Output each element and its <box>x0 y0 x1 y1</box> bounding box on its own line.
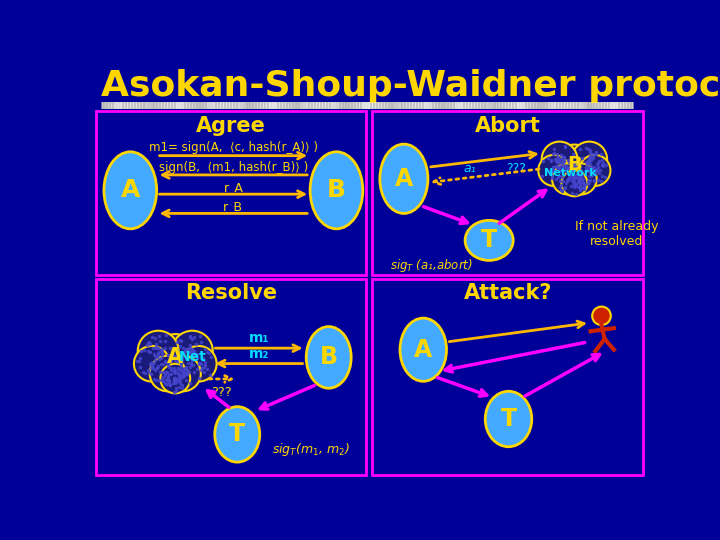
Text: Net: Net <box>179 350 206 365</box>
Text: If not already
resolved: If not already resolved <box>575 220 659 248</box>
Text: ???: ??? <box>212 386 232 399</box>
Text: $\mathit{sig}_T$ (a₁,abort): $\mathit{sig}_T$ (a₁,abort) <box>390 256 473 273</box>
Text: m₁: m₁ <box>248 331 269 345</box>
Text: Network: Network <box>544 167 597 178</box>
Text: A: A <box>167 347 184 367</box>
Circle shape <box>152 334 199 381</box>
Bar <box>96 111 366 275</box>
Text: B: B <box>327 178 346 202</box>
Text: T: T <box>481 228 498 252</box>
Circle shape <box>138 330 179 372</box>
Circle shape <box>552 164 583 194</box>
Text: Resolve: Resolve <box>185 284 277 303</box>
Text: T: T <box>500 407 516 431</box>
Ellipse shape <box>215 407 260 462</box>
Bar <box>372 279 644 475</box>
Circle shape <box>165 356 201 392</box>
Text: Asokan-Shoup-Waidner protocol: Asokan-Shoup-Waidner protocol <box>101 69 720 103</box>
Text: B: B <box>567 156 582 174</box>
Circle shape <box>134 346 170 382</box>
Circle shape <box>161 364 190 394</box>
Text: A: A <box>414 338 433 362</box>
Text: m1= sign(A,  ⟨c, hash(r_A)⟩ ): m1= sign(A, ⟨c, hash(r_A)⟩ ) <box>149 141 318 154</box>
Text: m₂: m₂ <box>249 347 269 361</box>
Text: ???: ??? <box>506 162 526 176</box>
Circle shape <box>554 145 595 185</box>
Bar <box>372 111 644 275</box>
Circle shape <box>565 164 597 194</box>
Text: B: B <box>320 346 338 369</box>
Text: A: A <box>121 178 140 202</box>
Circle shape <box>541 141 577 177</box>
Circle shape <box>172 330 213 372</box>
Ellipse shape <box>310 152 363 229</box>
Ellipse shape <box>400 318 446 381</box>
Circle shape <box>562 171 588 197</box>
Text: Agree: Agree <box>196 117 266 137</box>
Bar <box>96 279 366 475</box>
Text: $\mathit{sig}_T$(m$_1$, m$_2$): $\mathit{sig}_T$(m$_1$, m$_2$) <box>271 441 350 458</box>
Circle shape <box>181 346 217 382</box>
Circle shape <box>579 155 611 186</box>
Circle shape <box>593 307 611 325</box>
Circle shape <box>150 356 186 392</box>
Text: T: T <box>229 422 246 447</box>
Text: Abort: Abort <box>474 117 541 137</box>
Circle shape <box>539 155 570 186</box>
Text: r_B: r_B <box>223 200 243 213</box>
Ellipse shape <box>485 392 532 447</box>
Text: sign(B,  ⟨m1, hash(r_B)⟩ ): sign(B, ⟨m1, hash(r_B)⟩ ) <box>158 161 308 174</box>
Circle shape <box>572 141 607 177</box>
Text: Attack?: Attack? <box>464 284 552 303</box>
Text: a₁: a₁ <box>464 162 476 176</box>
Ellipse shape <box>104 152 157 229</box>
Ellipse shape <box>306 327 351 388</box>
Ellipse shape <box>380 144 428 213</box>
Text: r_A: r_A <box>223 181 243 194</box>
Ellipse shape <box>465 220 513 260</box>
Text: A: A <box>395 167 413 191</box>
